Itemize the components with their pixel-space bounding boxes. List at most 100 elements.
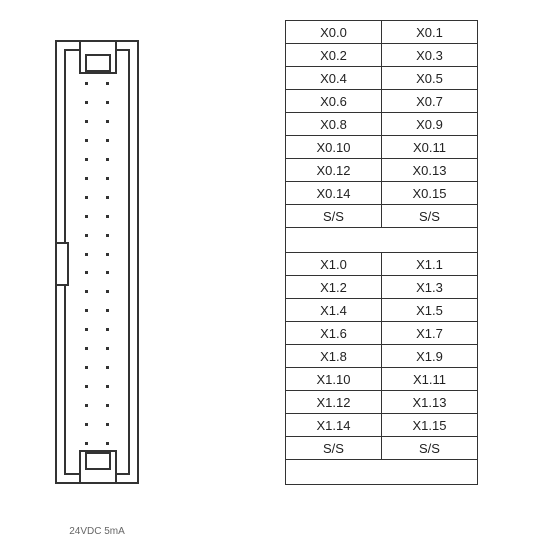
pinout-cell: X1.5 <box>382 299 478 322</box>
pinout-cell: X1.2 <box>286 276 382 299</box>
pin-dot <box>85 196 88 199</box>
pinout-cell <box>382 228 478 253</box>
pinout-cell: S/S <box>382 205 478 228</box>
pinout-cell: X0.14 <box>286 182 382 205</box>
pin-dot <box>106 309 109 312</box>
pin-dot <box>106 253 109 256</box>
pin-dot <box>106 120 109 123</box>
pin-dot <box>85 271 88 274</box>
pin-row <box>57 309 137 312</box>
pinout-cell: X1.0 <box>286 253 382 276</box>
pin-row <box>57 82 137 85</box>
pinout-cell: X1.13 <box>382 391 478 414</box>
pinout-cell: X0.3 <box>382 44 478 67</box>
pinout-cell: X0.0 <box>286 21 382 44</box>
pin-row <box>57 234 137 237</box>
pin-row <box>57 177 137 180</box>
pin-dot <box>106 139 109 142</box>
table-row: X1.12X1.13 <box>286 391 478 414</box>
pin-dot <box>85 309 88 312</box>
pinout-cell: X1.11 <box>382 368 478 391</box>
table-row: X1.0X1.1 <box>286 253 478 276</box>
table-row: X1.6X1.7 <box>286 322 478 345</box>
pinout-cell: X0.5 <box>382 67 478 90</box>
pin-dot <box>85 423 88 426</box>
pinout-cell: X1.9 <box>382 345 478 368</box>
pin-dot <box>85 347 88 350</box>
pin-dot <box>85 158 88 161</box>
pinout-cell <box>382 460 478 485</box>
pin-row <box>57 366 137 369</box>
pin-dot <box>85 290 88 293</box>
pin-dot <box>85 101 88 104</box>
pinout-cell: X1.1 <box>382 253 478 276</box>
pin-row <box>57 404 137 407</box>
pin-row <box>57 347 137 350</box>
table-row: X1.8X1.9 <box>286 345 478 368</box>
pinout-cell: X1.10 <box>286 368 382 391</box>
pin-row <box>57 442 137 445</box>
table-row: X0.2X0.3 <box>286 44 478 67</box>
pin-dot <box>85 177 88 180</box>
pin-dot <box>106 328 109 331</box>
pinout-cell: X0.11 <box>382 136 478 159</box>
pin-dot <box>106 290 109 293</box>
pinout-cell: X0.4 <box>286 67 382 90</box>
table-row: X0.6X0.7 <box>286 90 478 113</box>
table-row: X0.8X0.9 <box>286 113 478 136</box>
pinout-cell: X1.3 <box>382 276 478 299</box>
pin-row <box>57 139 137 142</box>
pin-dot <box>106 196 109 199</box>
pin-row <box>57 290 137 293</box>
pin-dot <box>106 158 109 161</box>
pinout-cell: X1.4 <box>286 299 382 322</box>
table-row: X1.14X1.15 <box>286 414 478 437</box>
pinout-cell: X0.9 <box>382 113 478 136</box>
pin-dot <box>106 366 109 369</box>
pin-row <box>57 271 137 274</box>
pinout-cell: X1.12 <box>286 391 382 414</box>
pinout-cell: X1.7 <box>382 322 478 345</box>
table-row <box>286 228 478 253</box>
pin-dot <box>85 139 88 142</box>
pinout-cell: X0.12 <box>286 159 382 182</box>
connector-label: 24VDC 5mA <box>55 526 139 537</box>
pinout-cell: X0.1 <box>382 21 478 44</box>
pinout-cell: X1.6 <box>286 322 382 345</box>
pinout-cell <box>286 228 382 253</box>
pin-dot <box>106 423 109 426</box>
pinout-cell: X0.15 <box>382 182 478 205</box>
pinout-cell: X0.10 <box>286 136 382 159</box>
pin-row <box>57 253 137 256</box>
pin-dot <box>85 385 88 388</box>
pinout-cell: S/S <box>286 437 382 460</box>
table-row: X0.12X0.13 <box>286 159 478 182</box>
pin-dot <box>106 347 109 350</box>
pin-row <box>57 328 137 331</box>
pin-dot <box>106 385 109 388</box>
pin-row <box>57 196 137 199</box>
pin-dot <box>85 366 88 369</box>
pinout-cell <box>286 460 382 485</box>
pin-dot <box>106 101 109 104</box>
pin-row <box>57 101 137 104</box>
pinout-cell: X1.8 <box>286 345 382 368</box>
pinout-cell: X0.7 <box>382 90 478 113</box>
pin-dot <box>85 234 88 237</box>
table-row: X0.10X0.11 <box>286 136 478 159</box>
pinout-cell: X0.13 <box>382 159 478 182</box>
pinout-table: X0.0X0.1X0.2X0.3X0.4X0.5X0.6X0.7X0.8X0.9… <box>285 20 478 485</box>
table-row: X1.10X1.11 <box>286 368 478 391</box>
table-row <box>286 460 478 485</box>
pin-dot <box>85 442 88 445</box>
table-row: S/SS/S <box>286 437 478 460</box>
pin-dot <box>106 404 109 407</box>
pin-dot <box>85 328 88 331</box>
table-row: S/SS/S <box>286 205 478 228</box>
pin-dot <box>85 253 88 256</box>
pin-dot <box>106 234 109 237</box>
connector-diagram: 24VDC 5mA <box>55 40 139 484</box>
pinout-cell: X1.14 <box>286 414 382 437</box>
pin-dot <box>85 82 88 85</box>
pinout-cell: S/S <box>286 205 382 228</box>
